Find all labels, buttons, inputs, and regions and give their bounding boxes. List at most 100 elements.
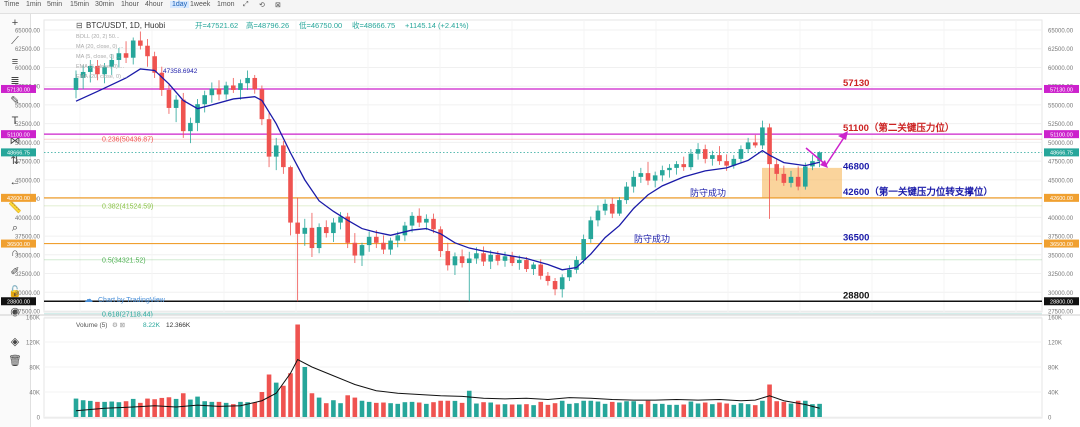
crosshair-icon[interactable]: + xyxy=(11,17,19,29)
volume-bar xyxy=(745,404,751,417)
y-tick-label-left: 50000.00 xyxy=(15,141,41,147)
vol-tick-left: 160K xyxy=(26,316,40,322)
volume-bar xyxy=(152,399,157,417)
pitchfork-icon[interactable]: ≣ xyxy=(10,75,20,87)
candles xyxy=(73,31,822,302)
candle xyxy=(760,120,765,150)
candle-body xyxy=(345,216,350,243)
volume-bar xyxy=(159,397,165,417)
volume-bar xyxy=(80,400,86,417)
candle xyxy=(767,123,772,219)
candle-body xyxy=(295,222,300,234)
candle-body xyxy=(552,281,558,290)
price-tag-left xyxy=(1,239,36,248)
vol-tick-right: 40K xyxy=(1048,391,1059,397)
candle xyxy=(259,85,265,126)
timeframe-1hour[interactable]: 1hour xyxy=(121,1,139,8)
lock-draw-icon[interactable]: ✐ xyxy=(10,266,20,278)
candle-body xyxy=(123,53,129,58)
candle-body xyxy=(502,256,508,261)
volume-bar xyxy=(717,402,722,417)
candle-body xyxy=(145,45,150,57)
trash-icon[interactable]: 🗑 xyxy=(8,355,22,367)
volume-bar xyxy=(323,403,329,417)
pattern-icon[interactable]: ⋈ xyxy=(9,135,21,147)
brush-icon[interactable]: ✎ xyxy=(10,95,20,107)
price-tag-text: 57130.00 xyxy=(1050,87,1073,93)
collapse-icon[interactable]: ⊟ xyxy=(76,21,83,30)
timeframe-1week[interactable]: 1week xyxy=(190,1,211,8)
candle xyxy=(252,74,258,94)
price-tag-text: 42600.00 xyxy=(1050,196,1073,202)
timeframe-4hour[interactable]: 4hour xyxy=(145,1,163,8)
timeframe-1mon[interactable]: 1mon xyxy=(217,1,235,8)
timeframe-15min[interactable]: 15min xyxy=(70,1,90,8)
magnet-icon[interactable]: ∩ xyxy=(11,247,19,259)
zoom-icon[interactable]: ⌕ xyxy=(11,222,19,234)
ema-value-label: 47358.6942 xyxy=(163,68,198,75)
volume-bar xyxy=(588,400,594,417)
candle-body xyxy=(795,176,801,187)
volume-bar xyxy=(216,401,222,417)
candle-body xyxy=(803,166,808,187)
candle xyxy=(238,79,243,100)
price-tag-left xyxy=(1,148,36,157)
candle xyxy=(116,47,122,68)
back-arrow-icon[interactable]: ← xyxy=(9,176,21,188)
candle xyxy=(438,226,443,258)
fib-label-1: 0.382(41524.59) xyxy=(102,203,153,210)
trend-line-icon[interactable]: ⟋ xyxy=(11,35,19,47)
ruler-icon[interactable]: 📏 xyxy=(8,202,22,214)
candle xyxy=(331,218,336,243)
fib-label-3: 0.618(27118.44) xyxy=(102,311,153,318)
timeframe-1min[interactable]: 1min xyxy=(26,1,42,8)
fib-icon[interactable]: ≡ xyxy=(11,56,19,68)
down-arrow-head xyxy=(820,160,828,168)
candle-body xyxy=(180,99,186,132)
candle xyxy=(309,212,315,258)
timeframe-1day[interactable]: 1day xyxy=(170,1,190,8)
candle xyxy=(223,81,229,100)
candle-body xyxy=(717,155,722,162)
volume-bar xyxy=(273,382,279,417)
candle-body xyxy=(216,88,222,95)
y-tick-label-right: 50000.00 xyxy=(1048,141,1074,147)
symbol-label: BTC/USDT, 1D, Huobi xyxy=(86,21,165,30)
volume-settings-icon[interactable]: ⚙ ⊠ xyxy=(112,321,126,329)
measure-icon[interactable]: ⇅ xyxy=(10,155,20,167)
layers-icon[interactable]: ◈ xyxy=(10,336,20,348)
volume-bar xyxy=(602,403,608,417)
volume-bar xyxy=(145,398,150,417)
candle-body xyxy=(767,127,772,165)
y-tick-label-right: 35000.00 xyxy=(1048,253,1074,259)
text-icon[interactable]: T xyxy=(11,115,19,127)
timeframe-time[interactable]: Time xyxy=(4,1,20,8)
volume-bar xyxy=(266,374,272,417)
volume-bar xyxy=(738,403,744,417)
indicators-icon[interactable]: ⊠ xyxy=(275,2,281,9)
candle xyxy=(631,170,636,193)
volume-bar xyxy=(617,402,622,417)
candle-body xyxy=(288,167,293,223)
timeframe-5min[interactable]: 5min xyxy=(47,1,63,8)
fullscreen-icon[interactable]: ⤢ xyxy=(243,1,249,8)
volume-bar xyxy=(752,405,758,417)
volume-bar xyxy=(416,402,422,417)
compare-icon[interactable]: ⟲ xyxy=(259,2,265,9)
annotation-defense-1: 防守成功 xyxy=(690,187,726,198)
drawing-toolbar: + ⟋ ≡ ≣ ✎ T ⋈ ⇅ ← 📏 ⌕ ∩ ✐ 🔓 ◉ ◈ 🗑 xyxy=(0,14,31,427)
timeframe-30min[interactable]: 30min xyxy=(95,1,115,8)
candle-body xyxy=(223,85,229,95)
lock-icon[interactable]: 🔓 xyxy=(8,286,22,298)
candle-body xyxy=(574,260,579,270)
candle-body xyxy=(281,145,286,168)
volume-bar xyxy=(781,401,787,417)
up-arrow-head xyxy=(838,131,848,140)
candle xyxy=(302,218,308,246)
eye-icon[interactable]: ◉ xyxy=(10,306,20,318)
candle-body xyxy=(495,254,501,261)
y-tick-label-left: 30000.00 xyxy=(15,291,41,297)
candle-body xyxy=(273,145,279,157)
candle xyxy=(702,144,708,164)
